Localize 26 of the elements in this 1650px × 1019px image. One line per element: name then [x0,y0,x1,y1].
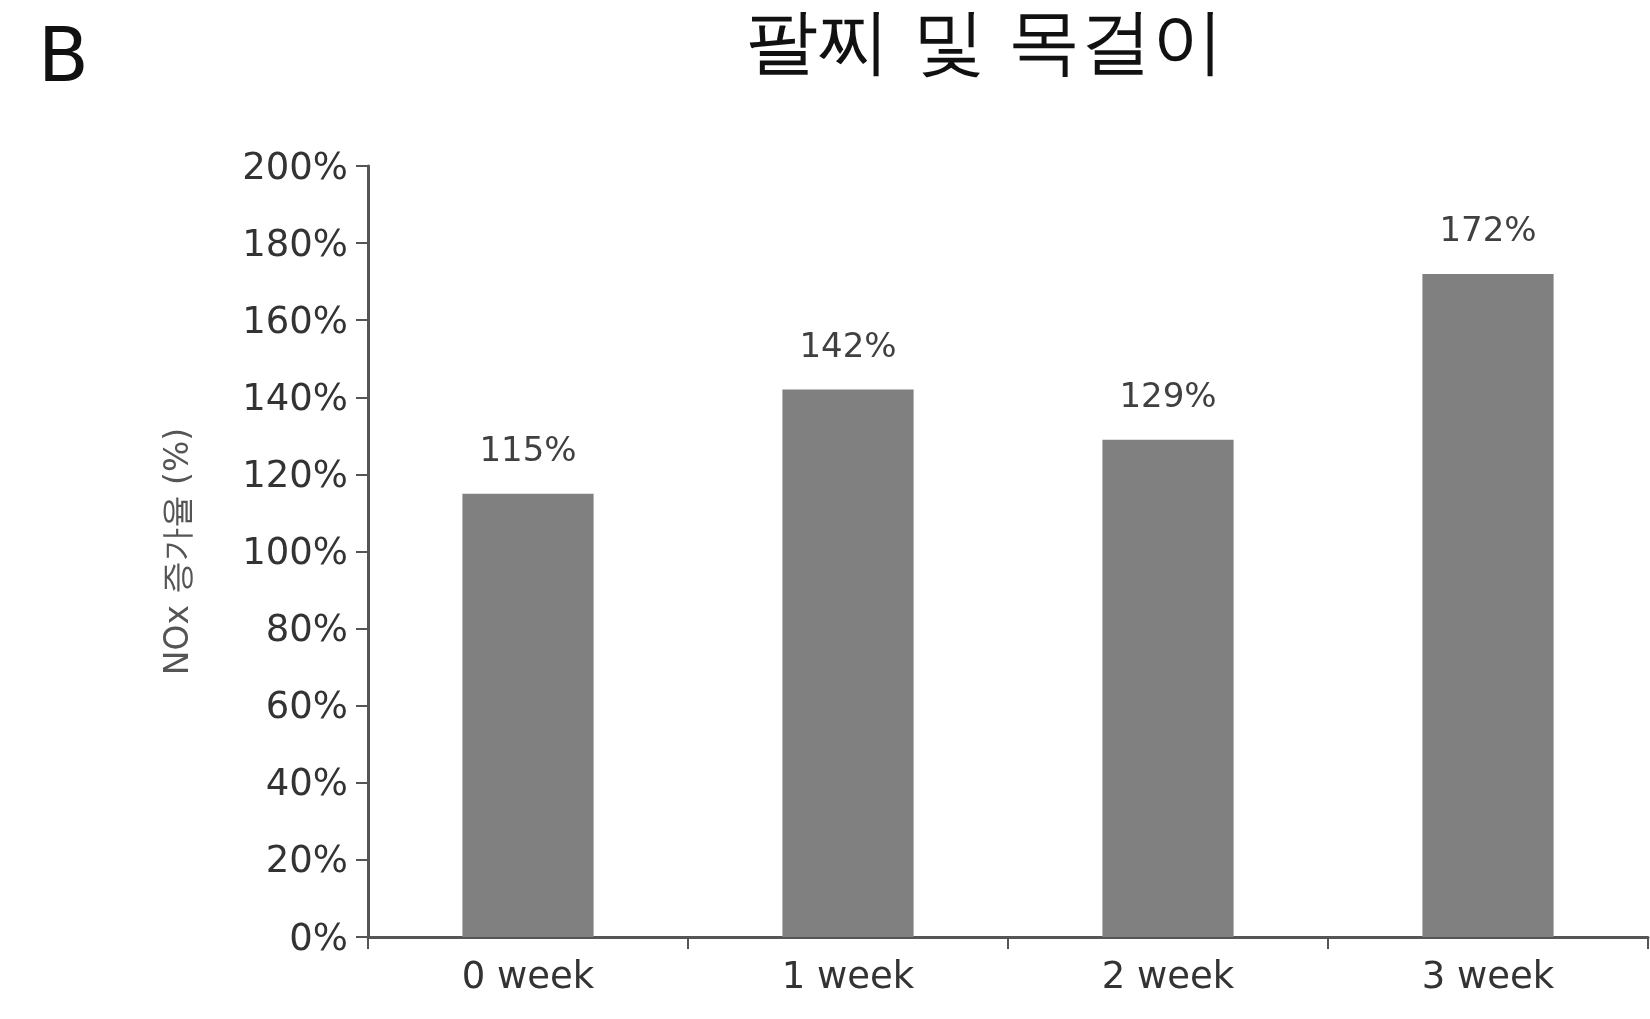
chart-title: 팔찌 및 목걸이 [746,0,1224,83]
y-tick-label: 200% [242,144,348,188]
y-tick-label: 120% [242,452,348,496]
y-tick-label: 40% [265,761,348,805]
y-tick-label: 80% [265,607,348,651]
x-tick-label: 3 week [1421,954,1555,997]
bar [1102,439,1234,937]
bar [1422,273,1554,937]
x-tick-label: 2 week [1101,954,1235,997]
y-tick-label: 60% [265,684,348,728]
x-tick-label: 0 week [461,954,595,997]
y-tick-label: 160% [242,298,348,342]
data-label: 129% [1119,374,1217,415]
x-tick-label: 1 week [781,954,915,997]
data-label: 172% [1439,208,1537,249]
y-axis-title: NOx 증가율 (%) [157,427,196,676]
text: B [38,12,89,98]
bar [782,389,914,937]
y-tick-label: 180% [242,221,348,265]
data-label: 142% [799,324,897,365]
y-tick-label: 20% [265,838,348,882]
y-tick-label: 140% [242,375,348,419]
y-tick-label: 100% [242,530,348,573]
data-label: 115% [479,428,577,469]
bar [462,493,594,937]
y-tick-label: 0% [289,915,348,959]
